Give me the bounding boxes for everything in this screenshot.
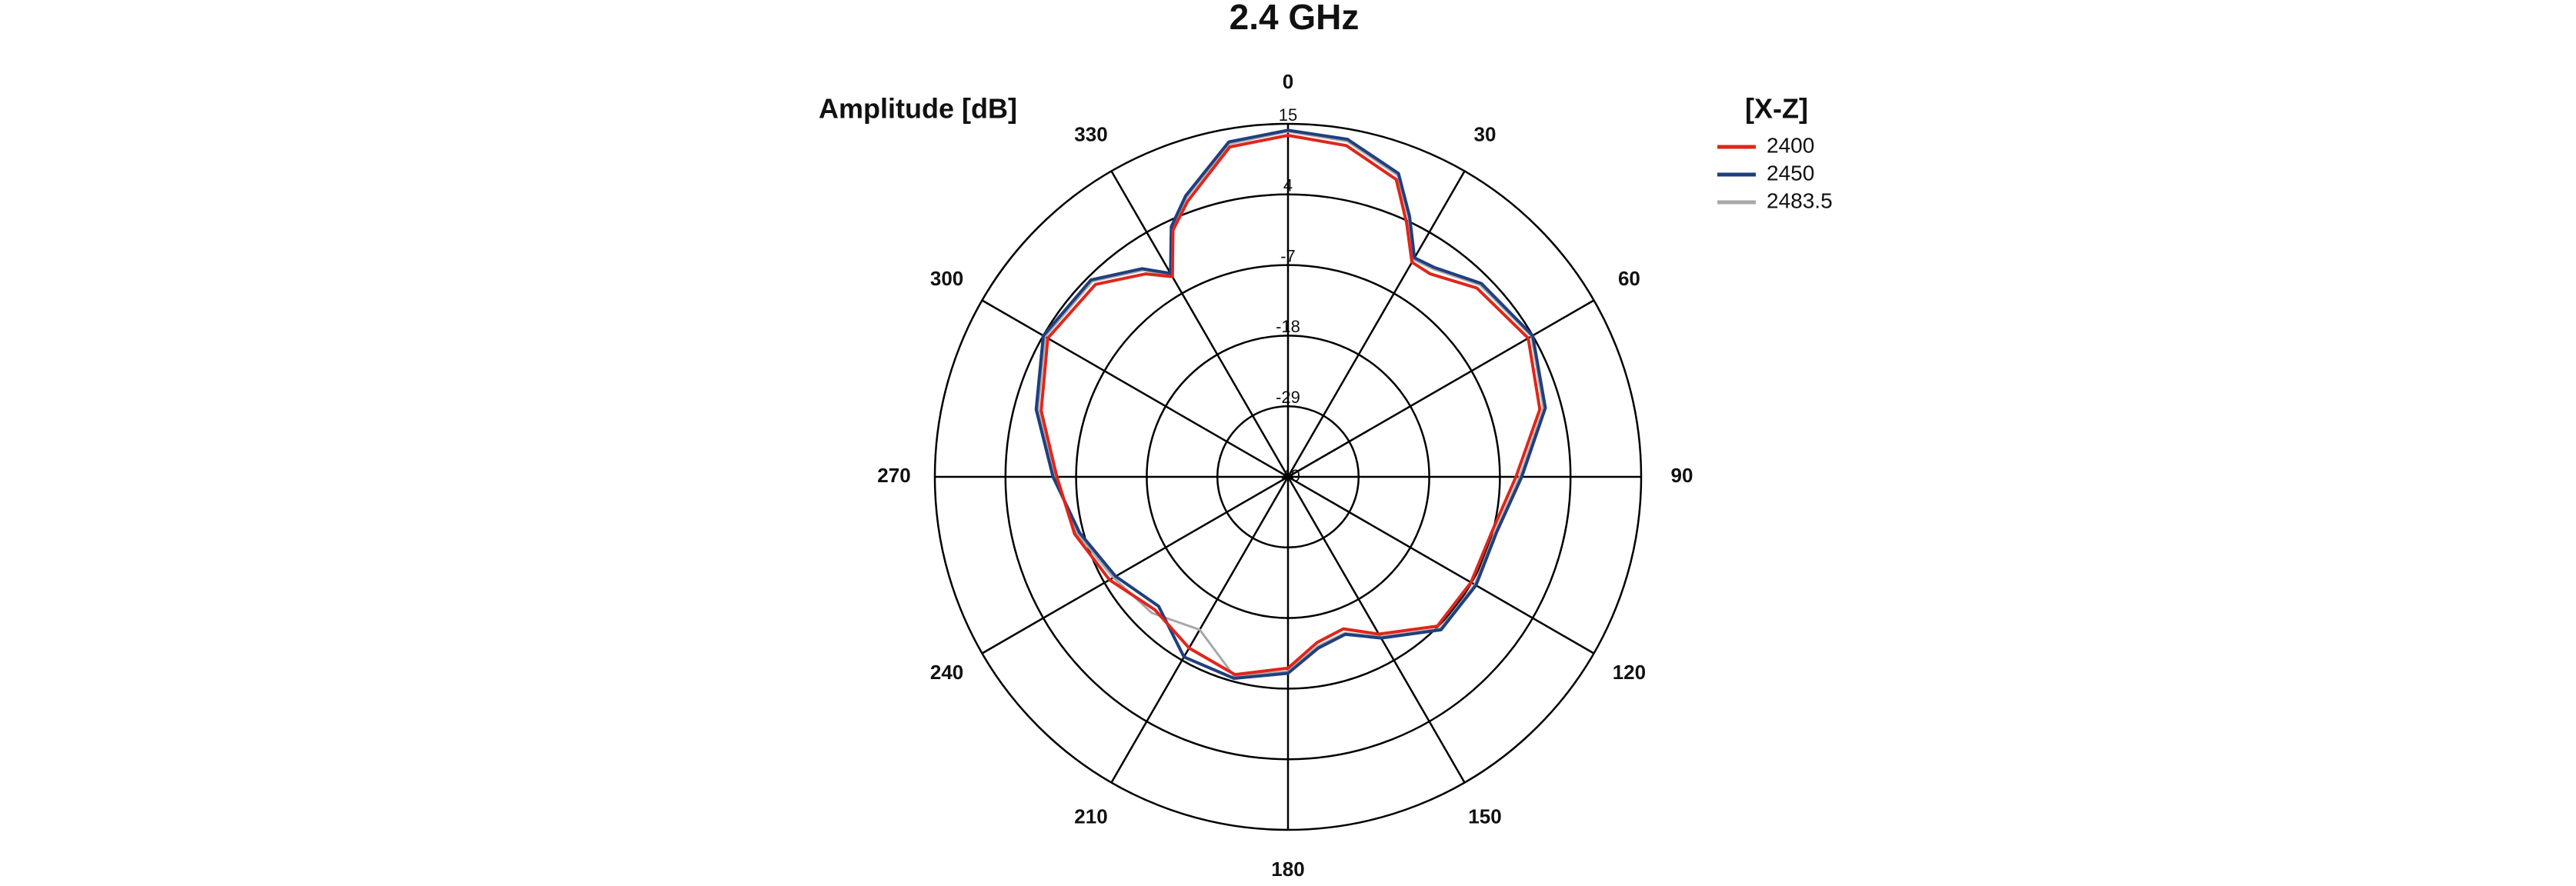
theta-tick-label: 300 [930,267,963,290]
legend-label: 2400 [1767,133,1814,157]
theta-tick-label: 210 [1074,804,1107,828]
series-line [1039,134,1542,677]
legend-label: 2483.5 [1767,188,1833,212]
spoke [1287,299,1595,478]
theta-tick-label: 180 [1271,858,1304,881]
chart-title: 2.4 GHz [1230,0,1360,37]
theta-tick-label: 270 [877,464,910,487]
legend-label: 2450 [1767,161,1814,185]
series-line [1036,130,1545,678]
series-line [1034,128,1547,680]
theta-tick-label: 120 [1613,661,1646,684]
r-tick-label: 15 [1279,105,1297,125]
theta-tick-label: 330 [1074,122,1107,145]
theta-tick-label: 150 [1468,804,1501,828]
spoke [1286,476,1466,784]
legend-title: [X-Z] [1745,93,1808,125]
spoke [1286,170,1466,478]
spoke [1287,475,1595,655]
theta-tick-label: 90 [1671,464,1693,487]
theta-tick-label: 240 [930,661,963,684]
spoke [981,299,1289,478]
theta-tick-label: 60 [1618,267,1640,290]
theta-tick-label: 0 [1283,70,1293,93]
spoke [1110,170,1290,478]
spoke [981,475,1289,655]
radial-axis-label: Amplitude [dB] [819,93,1017,125]
theta-tick-label: 30 [1474,122,1497,145]
